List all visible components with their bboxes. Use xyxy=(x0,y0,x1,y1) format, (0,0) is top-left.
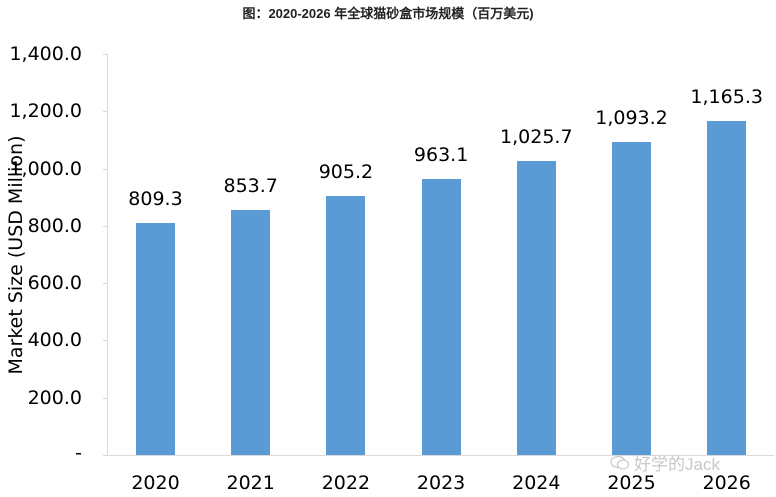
y-axis-line xyxy=(107,54,108,456)
data-label: 963.1 xyxy=(413,144,469,167)
bar-2026 xyxy=(707,121,747,455)
bar-2025 xyxy=(612,141,651,455)
y-tick-mark xyxy=(103,54,108,55)
bar-2024 xyxy=(516,161,556,455)
y-tick-label: 200.0 xyxy=(27,386,82,409)
data-label: 809.3 xyxy=(128,188,183,211)
x-tick-label: 2022 xyxy=(321,472,371,494)
x-tick-label: 2023 xyxy=(416,472,466,494)
bar-2021 xyxy=(231,210,271,455)
bar-2022 xyxy=(326,195,366,455)
y-tick-mark xyxy=(103,111,108,113)
watermark-text: 好学的Jack xyxy=(634,455,720,474)
y-tick-label: 400.0 xyxy=(27,329,82,352)
bar-2023 xyxy=(421,179,461,455)
y-tick-mark xyxy=(103,225,108,227)
y-tick-mark xyxy=(103,397,108,399)
x-axis-line xyxy=(107,455,774,456)
x-tick-label: 2021 xyxy=(226,472,275,494)
y-tick-label: - xyxy=(75,442,82,464)
y-tick-label: 600.0 xyxy=(27,272,82,295)
x-tick-label: 2025 xyxy=(607,472,656,494)
y-tick-mark xyxy=(103,455,108,456)
y-tick-mark xyxy=(103,168,108,170)
x-tick-label: 2020 xyxy=(131,472,180,494)
x-tick-label: 2026 xyxy=(702,472,751,494)
y-tick-label: 1,400.0 xyxy=(9,43,82,65)
y-tick-label: 1,000.0 xyxy=(9,157,82,180)
wechat-icon xyxy=(610,455,630,470)
data-label: 905.2 xyxy=(318,160,374,183)
watermark: 好学的Jack xyxy=(610,450,720,475)
chart-title: 图：2020-2026 年全球猫砂盒市场规模（百万美元) xyxy=(242,6,534,21)
data-label: 1,165.3 xyxy=(690,86,763,109)
y-tick-mark xyxy=(103,283,108,285)
x-tick-label: 2024 xyxy=(512,472,561,494)
data-label: 1,093.2 xyxy=(595,106,668,129)
y-tick-label: 1,200.0 xyxy=(9,100,82,123)
y-tick-mark xyxy=(103,340,108,342)
bar-2020 xyxy=(136,223,175,455)
y-tick-label: 800.0 xyxy=(27,214,82,237)
data-label: 1,025.7 xyxy=(500,126,573,149)
data-label: 853.7 xyxy=(223,175,278,198)
